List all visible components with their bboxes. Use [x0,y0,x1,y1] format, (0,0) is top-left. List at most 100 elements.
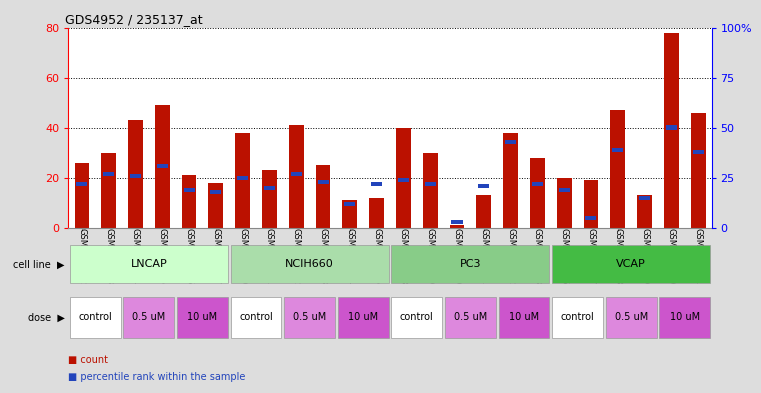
Text: ■ count: ■ count [68,354,109,365]
Text: GSM1359774: GSM1359774 [131,228,140,284]
FancyBboxPatch shape [338,297,389,338]
FancyBboxPatch shape [177,297,228,338]
Bar [503,133,518,228]
Bar [532,182,543,186]
Bar [317,180,329,184]
FancyBboxPatch shape [123,297,174,338]
FancyBboxPatch shape [552,245,710,283]
Bar [664,33,679,228]
Text: VCAP: VCAP [616,259,646,269]
Text: control: control [78,312,112,322]
Text: GSM1359779: GSM1359779 [425,228,435,284]
Text: GSM1359776: GSM1359776 [185,228,193,284]
Text: GDS4952 / 235137_at: GDS4952 / 235137_at [65,13,203,26]
Bar [691,113,705,228]
Bar [585,216,597,220]
Text: GSM1359770: GSM1359770 [667,228,676,284]
Bar [478,184,489,188]
Text: GSM1359760: GSM1359760 [238,228,247,284]
Bar [101,153,116,228]
Bar [183,187,195,192]
Bar [666,125,677,130]
Bar [344,202,355,206]
FancyBboxPatch shape [70,245,228,283]
Text: GSM1359765: GSM1359765 [372,228,381,284]
Bar [505,140,516,144]
Bar [264,185,275,190]
Bar [423,153,438,228]
Bar [584,180,598,228]
Bar [235,133,250,228]
Bar [289,125,304,228]
Bar [210,189,221,194]
FancyBboxPatch shape [498,297,549,338]
Text: ■ percentile rank within the sample: ■ percentile rank within the sample [68,372,246,382]
Text: GSM1359775: GSM1359775 [158,228,167,284]
Text: NCIH660: NCIH660 [285,259,334,269]
Text: 10 uM: 10 uM [509,312,539,322]
Bar [316,165,330,228]
Bar [262,170,277,228]
Bar [157,163,167,168]
Bar [103,172,114,176]
Bar [559,187,570,192]
Text: GSM1359777: GSM1359777 [212,228,221,284]
Text: 0.5 uM: 0.5 uM [615,312,648,322]
Bar [396,128,411,228]
Bar [291,172,302,176]
Bar [237,176,248,180]
Text: GSM1359782: GSM1359782 [506,228,515,284]
Text: 10 uM: 10 uM [348,312,378,322]
FancyBboxPatch shape [231,245,389,283]
Text: cell line  ▶: cell line ▶ [13,259,65,269]
Text: GSM1359764: GSM1359764 [345,228,355,284]
FancyBboxPatch shape [70,297,121,338]
Text: GSM1359761: GSM1359761 [265,228,274,284]
Text: 10 uM: 10 uM [187,312,218,322]
Text: control: control [561,312,594,322]
Bar [75,163,89,228]
Bar [371,182,382,186]
Text: GSM1359783: GSM1359783 [533,228,542,284]
Bar [130,174,141,178]
Text: 0.5 uM: 0.5 uM [132,312,165,322]
Text: LNCAP: LNCAP [130,259,167,269]
Bar [209,183,223,228]
FancyBboxPatch shape [231,297,282,338]
FancyBboxPatch shape [606,297,657,338]
Text: PC3: PC3 [460,259,481,269]
Text: control: control [400,312,434,322]
Bar [128,120,143,228]
Text: GSM1359778: GSM1359778 [399,228,408,284]
Text: GSM1359762: GSM1359762 [291,228,301,284]
Text: GSM1359767: GSM1359767 [587,228,595,284]
Text: GSM1359763: GSM1359763 [319,228,327,284]
Bar [693,149,704,154]
Text: 10 uM: 10 uM [670,312,700,322]
Bar [613,147,623,152]
Text: GSM1359781: GSM1359781 [479,228,489,284]
Bar [557,178,572,228]
Text: GSM1359772: GSM1359772 [78,228,87,284]
Text: GSM1359773: GSM1359773 [104,228,113,284]
Bar [637,195,652,228]
Bar [450,226,464,228]
FancyBboxPatch shape [445,297,496,338]
FancyBboxPatch shape [391,297,442,338]
Bar [398,178,409,182]
Bar [639,196,650,200]
Bar [610,110,625,228]
Text: GSM1359769: GSM1359769 [640,228,649,284]
FancyBboxPatch shape [284,297,335,338]
Text: 0.5 uM: 0.5 uM [293,312,326,322]
FancyBboxPatch shape [659,297,710,338]
Text: control: control [239,312,273,322]
Bar [182,175,196,228]
Text: GSM1359780: GSM1359780 [453,228,461,284]
Bar [155,105,170,228]
Bar [342,200,357,228]
Text: GSM1359768: GSM1359768 [613,228,622,284]
Bar [76,182,88,186]
Text: GSM1359766: GSM1359766 [559,228,568,284]
Bar [369,198,384,228]
